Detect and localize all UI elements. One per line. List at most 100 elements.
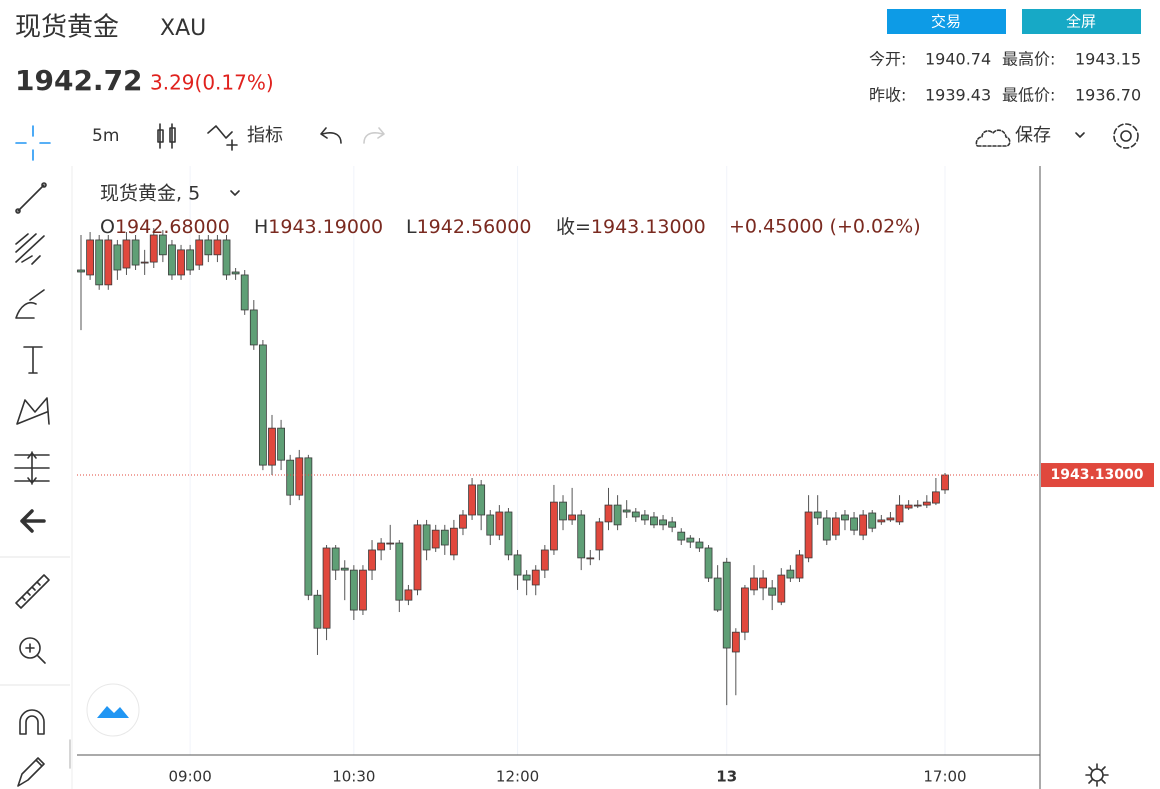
logo-bg (86, 683, 140, 737)
candle-body (122, 239, 131, 269)
candle-body (440, 529, 449, 546)
symbol: XAU (160, 16, 206, 41)
ruler-tool[interactable] (15, 574, 50, 609)
candle-body (550, 501, 558, 551)
candle-body (149, 234, 158, 263)
candle-body (704, 547, 713, 579)
candle-body (431, 529, 440, 549)
stat-value: 1943.15 (1075, 50, 1141, 69)
candle-body (813, 511, 822, 519)
left-toolbar (0, 182, 71, 787)
settings[interactable] (1113, 123, 1139, 149)
candle-body (504, 511, 513, 556)
fib-tool[interactable] (15, 233, 45, 265)
candle-body (895, 504, 904, 523)
candle-body (295, 457, 304, 496)
crosshair-tool[interactable] (15, 125, 51, 161)
candle-body (268, 427, 276, 466)
legend-value: 1943.13000 (591, 216, 706, 238)
legend-value: 1942.68000 (115, 216, 230, 238)
candle-body (741, 587, 749, 633)
candle-body (86, 239, 94, 276)
icon (1120, 130, 1132, 142)
save-tool[interactable]: 保存 (975, 125, 1085, 147)
magnet-tool[interactable] (19, 709, 45, 735)
candle-body (668, 521, 677, 528)
candle-body (240, 274, 249, 311)
candle-body (213, 239, 222, 256)
candle-body (459, 514, 467, 529)
candle-body (304, 457, 313, 596)
trade-button[interactable]: 交易 (887, 9, 1006, 34)
candle-body (859, 514, 868, 536)
trend-line-tool[interactable] (15, 182, 47, 214)
candle-body (622, 509, 631, 513)
candle-body (686, 537, 695, 543)
candle-body (313, 594, 322, 629)
candle-body (932, 491, 940, 504)
price: 1942.72 (15, 64, 143, 97)
legend-value: 1943.19000 (268, 216, 383, 238)
legend-close: 收=1943.13000 (556, 216, 706, 238)
lock-tool[interactable] (17, 757, 45, 787)
logo (86, 683, 140, 737)
legend-label: 收= (556, 216, 591, 238)
text-tool[interactable] (23, 346, 43, 374)
candle-body (750, 577, 758, 591)
plot-area (77, 166, 1040, 755)
candle-body (95, 239, 104, 286)
stat-value: 1940.74 (925, 50, 991, 69)
candle-body (695, 541, 704, 549)
candle-body (486, 514, 495, 536)
candle-body (559, 501, 567, 521)
chevron (230, 190, 240, 196)
candle-body (586, 557, 595, 560)
undo[interactable] (320, 127, 342, 144)
candle-body (822, 517, 831, 541)
chevron (1075, 132, 1085, 138)
pattern-tool[interactable] (16, 397, 50, 425)
candle-body (113, 244, 122, 271)
candle-body (722, 561, 731, 649)
candle-body (877, 519, 886, 523)
candle-body (613, 504, 622, 526)
candle-body (177, 249, 185, 276)
stat-value: 1939.43 (925, 86, 991, 105)
button-bg (1022, 9, 1141, 34)
candle-body (422, 524, 431, 551)
candle-body (522, 574, 531, 581)
candle-body (404, 589, 413, 601)
icon (1085, 763, 1109, 787)
icon (1113, 123, 1139, 149)
chart-type-tool[interactable] (157, 123, 176, 149)
candle-body (941, 474, 949, 491)
stat-label: 今开: (869, 50, 906, 69)
indicators-tool[interactable]: 指标 (207, 125, 283, 151)
candle-body (868, 512, 877, 529)
legend-label: O (100, 216, 115, 238)
interval[interactable]: 5m (92, 126, 119, 146)
candle-body (258, 344, 267, 466)
axis-settings[interactable] (1085, 763, 1109, 787)
candle-body (477, 484, 486, 516)
zoom-tool[interactable] (19, 637, 46, 664)
icon (975, 129, 1011, 147)
icon (1090, 768, 1104, 782)
redo[interactable] (363, 127, 385, 144)
measure-tool[interactable] (14, 451, 50, 485)
fullscreen-button[interactable]: 全屏 (1022, 9, 1141, 34)
candle-body (568, 514, 577, 521)
brush-tool[interactable] (15, 289, 45, 319)
candle-body (231, 271, 240, 275)
stat-label: 最高价: (1002, 50, 1055, 69)
x-tick-label: 09:00 (169, 768, 212, 786)
title: 现货黄金 (15, 13, 119, 43)
candle-body (277, 427, 285, 461)
candle-body (331, 547, 340, 571)
hide-tool[interactable] (20, 509, 46, 533)
candle-body (786, 569, 795, 579)
candle-body (186, 249, 195, 271)
candle-body (731, 631, 740, 653)
